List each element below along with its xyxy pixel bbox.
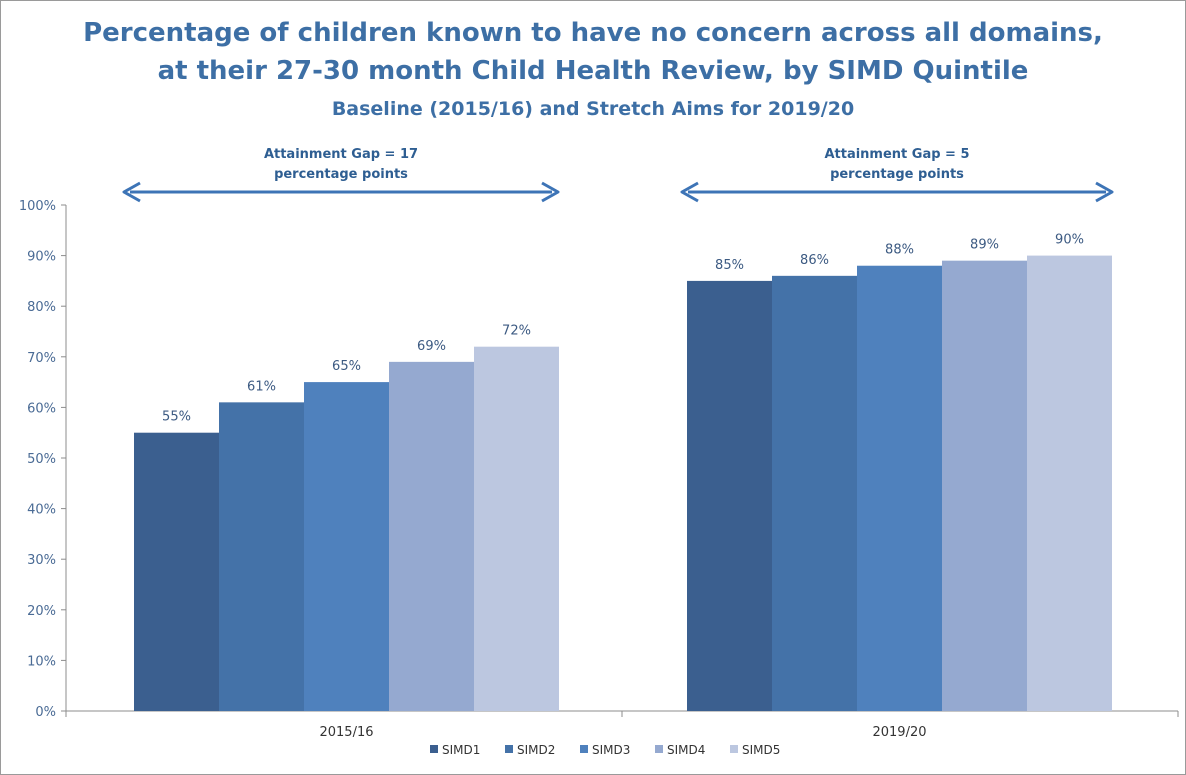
legend-swatch-simd4 (655, 745, 663, 753)
y-tick-label: 10% (27, 654, 56, 669)
attainment-gap-label: Attainment Gap = 17 (264, 147, 418, 162)
bar-simd4-2019-20 (942, 260, 1027, 711)
x-category-label: 2015/16 (319, 725, 373, 740)
legend-label-simd3: SIMD3 (592, 743, 630, 757)
gap-arrow-left-head (680, 181, 699, 203)
legend-label-simd5: SIMD5 (742, 743, 780, 757)
x-category-label: 2019/20 (872, 725, 926, 740)
legend-label-simd1: SIMD1 (442, 743, 480, 757)
data-label: 86% (800, 253, 829, 268)
data-label: 88% (885, 243, 914, 258)
legend-swatch-simd5 (730, 745, 738, 753)
bar-simd3-2015-16 (304, 382, 389, 711)
y-tick-label: 40% (27, 503, 56, 518)
y-tick-label: 30% (27, 553, 56, 568)
legend-swatch-simd1 (430, 745, 438, 753)
bar-simd4-2015-16 (389, 361, 474, 711)
y-tick-label: 20% (27, 604, 56, 619)
data-label: 85% (715, 258, 744, 273)
bar-simd5-2019-20 (1027, 255, 1112, 711)
attainment-gap-label: Attainment Gap = 5 (824, 147, 969, 162)
legend-label-simd4: SIMD4 (667, 743, 705, 757)
gap-arrow-left-head (122, 181, 141, 203)
gap-arrow-right-head (541, 181, 560, 203)
y-tick-label: 0% (35, 705, 56, 720)
chart-title-line1: Percentage of children known to have no … (83, 18, 1103, 48)
data-label: 69% (417, 339, 446, 354)
bar-simd2-2015-16 (219, 402, 304, 711)
y-tick-label: 70% (27, 351, 56, 366)
y-tick-label: 50% (27, 452, 56, 467)
bar-simd3-2019-20 (857, 265, 942, 711)
data-label: 61% (247, 379, 276, 394)
data-label: 55% (162, 410, 191, 425)
bar-simd1-2019-20 (687, 280, 772, 711)
y-tick-label: 100% (19, 199, 56, 214)
y-tick-label: 80% (27, 300, 56, 315)
legend-swatch-simd3 (580, 745, 588, 753)
legend-swatch-simd2 (505, 745, 513, 753)
attainment-gap-sublabel: percentage points (274, 167, 408, 182)
data-label: 90% (1055, 233, 1084, 248)
bar-simd5-2015-16 (474, 346, 559, 711)
data-label: 89% (970, 238, 999, 253)
gap-arrow-right-head (1095, 181, 1114, 203)
bar-simd1-2015-16 (134, 432, 219, 711)
data-label: 72% (502, 324, 531, 339)
legend-label-simd2: SIMD2 (517, 743, 555, 757)
chart-subtitle: Baseline (2015/16) and Stretch Aims for … (331, 98, 855, 120)
bar-simd2-2019-20 (772, 275, 857, 711)
y-tick-label: 60% (27, 401, 56, 416)
chart-title-line2: at their 27-30 month Child Health Review… (157, 56, 1029, 86)
y-tick-label: 90% (27, 250, 56, 265)
data-label: 65% (332, 359, 361, 374)
attainment-gap-sublabel: percentage points (830, 167, 964, 182)
